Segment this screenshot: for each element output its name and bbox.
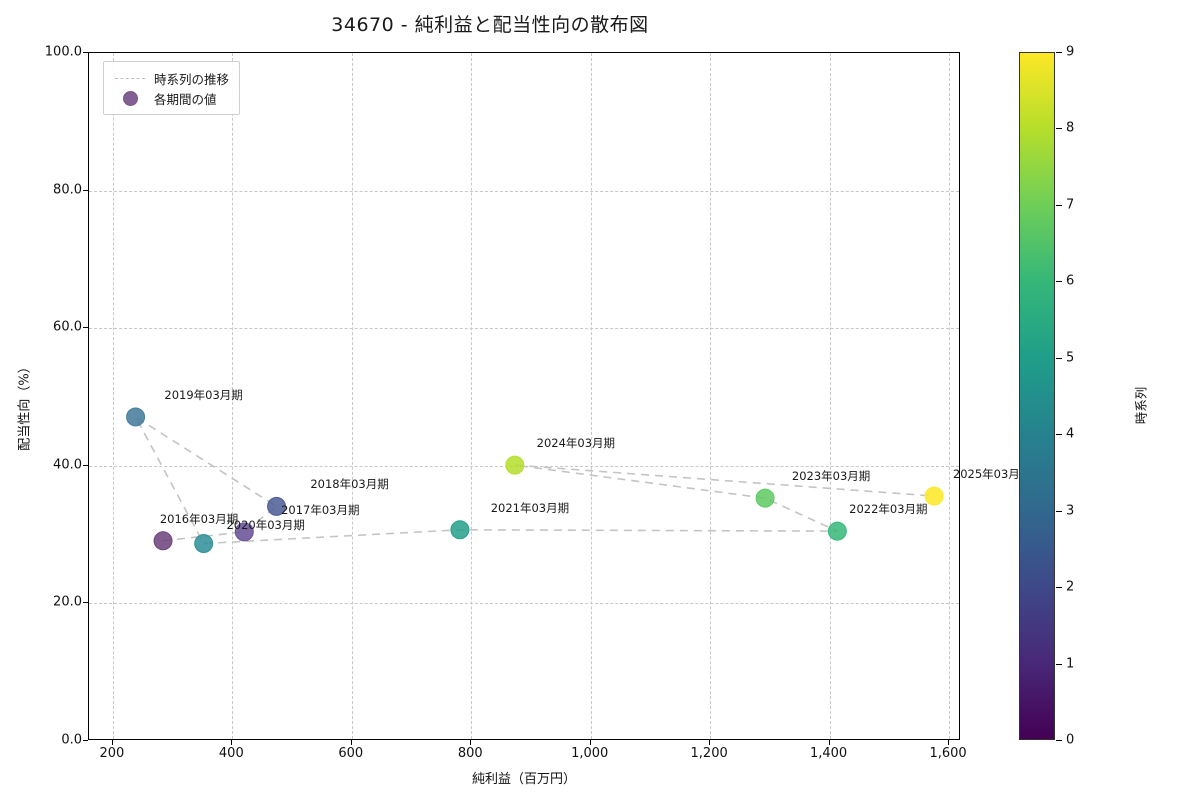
plot-area: 2016年03月期 2017年03月期 2018年03月期 2019年03月期 2020…	[88, 52, 1031, 740]
scatter-point[interactable]	[505, 455, 525, 475]
y-tick-label: 80.0	[53, 182, 82, 198]
scatter-point-label: 2020年03月期	[226, 517, 305, 532]
x-tick-mark	[828, 740, 830, 745]
dashed-line-icon	[112, 77, 148, 79]
x-tick-label: 200	[99, 746, 125, 761]
colorbar-tick-label: 5	[1066, 350, 1075, 366]
y-tick-label: 60.0	[53, 319, 82, 335]
y-tick-mark	[83, 52, 88, 53]
colorbar-tick-mark	[1056, 587, 1062, 589]
legend-item-points: 各期間の値	[112, 88, 229, 108]
y-tick-label: 100.0	[44, 44, 82, 60]
grid-line-horizontal	[89, 603, 959, 605]
scatter-point-label: 2023年03月期	[791, 469, 871, 484]
colorbar-tick-label: 2	[1066, 579, 1075, 595]
scatter-point[interactable]	[450, 520, 470, 540]
colorbar-tick-label: 6	[1066, 273, 1075, 289]
grid-line-vertical	[949, 53, 951, 739]
x-tick-label: 1,200	[690, 746, 728, 761]
x-tick-mark	[231, 740, 233, 745]
scatter-point[interactable]	[755, 488, 775, 508]
scatter-point[interactable]	[153, 531, 173, 551]
colorbar-tick-label: 0	[1066, 732, 1075, 748]
grid-line-vertical	[590, 53, 592, 739]
x-tick-mark	[350, 740, 352, 745]
colorbar-tick-label: 1	[1066, 656, 1075, 672]
y-tick-label: 40.0	[53, 457, 82, 473]
scatter-point[interactable]	[126, 407, 146, 427]
scatter-point-label: 2019年03月期	[164, 387, 243, 402]
scatter-plot-canvas	[126, 407, 944, 554]
colorbar-label: 時系列	[1133, 386, 1149, 425]
colorbar-tick-label: 3	[1066, 503, 1075, 519]
x-tick-mark	[948, 740, 950, 745]
y-tick-label: 20.0	[53, 594, 82, 610]
x-tick-label: 600	[338, 746, 364, 761]
grid-line-vertical	[351, 53, 353, 739]
colorbar-tick-label: 4	[1066, 426, 1075, 442]
chart-title: 34670 - 純利益と配当性向の散布図	[331, 14, 649, 36]
x-tick-label: 1,000	[571, 746, 609, 761]
colorbar-tick-label: 9	[1066, 44, 1075, 60]
x-tick-label: 1,400	[809, 746, 848, 761]
scatter-point[interactable]	[827, 521, 847, 541]
scatter-point-label: 2018年03月期	[310, 477, 389, 492]
y-tick-label: 0.0	[61, 732, 82, 748]
legend-item-trend: 時系列の推移	[112, 68, 229, 88]
grid-line-horizontal	[89, 328, 959, 330]
colorbar-tick-label: 8	[1066, 120, 1075, 136]
scatter-point-label: 2017年03月期	[281, 502, 360, 517]
colorbar-tick-mark	[1056, 510, 1062, 512]
scatter-point[interactable]	[194, 534, 214, 554]
y-axis-label: 配当性向（%）	[17, 360, 33, 451]
x-tick-mark	[470, 740, 472, 745]
x-tick-label: 400	[218, 746, 244, 761]
grid-line-vertical	[829, 53, 831, 739]
scatter-point-label: 2016年03月期	[159, 511, 239, 526]
colorbar-tick-mark	[1056, 740, 1062, 741]
scatter-point-label: 2022年03月期	[849, 502, 928, 517]
x-tick-label: 1,600	[929, 746, 967, 761]
x-tick-mark	[111, 740, 113, 745]
chart-legend: 時系列の推移 各期間の値	[103, 61, 241, 115]
colorbar-tick-mark	[1056, 52, 1062, 53]
colorbar	[1019, 52, 1055, 740]
scatter-point-label: 2025年03月期	[952, 467, 1032, 482]
x-tick-mark	[709, 740, 711, 745]
circle-marker-icon	[112, 90, 148, 106]
legend-label-points: 各期間の値	[154, 91, 217, 107]
scatter-point[interactable]	[234, 522, 254, 542]
colorbar-tick-mark	[1056, 663, 1062, 665]
colorbar-tick-mark	[1056, 128, 1062, 130]
y-tick-mark	[83, 740, 88, 741]
colorbar-tick-mark	[1056, 204, 1062, 206]
x-axis-label: 純利益（百万円）	[471, 772, 576, 787]
scatter-point-label: 2024年03月期	[536, 436, 616, 451]
colorbar-tick-mark	[1056, 357, 1062, 359]
grid-line-horizontal	[89, 190, 959, 192]
grid-line-vertical	[471, 53, 473, 739]
y-tick-mark	[83, 464, 88, 466]
colorbar-tick-mark	[1056, 281, 1062, 283]
scatter-point-label: 2021年03月期	[490, 500, 570, 515]
colorbar-tick-mark	[1056, 434, 1062, 436]
legend-label-trend: 時系列の推移	[154, 71, 230, 87]
x-tick-mark	[589, 740, 591, 745]
grid-line-vertical	[710, 53, 712, 739]
scatter-point[interactable]	[267, 496, 287, 516]
y-tick-mark	[83, 327, 88, 329]
grid-line-vertical	[112, 53, 114, 739]
grid-line-vertical	[232, 53, 234, 739]
scatter-point[interactable]	[924, 486, 944, 506]
trend-line	[133, 414, 935, 545]
y-tick-mark	[83, 189, 88, 191]
y-tick-mark	[83, 602, 88, 604]
colorbar-tick-label: 7	[1066, 197, 1075, 213]
x-tick-label: 800	[457, 746, 483, 761]
